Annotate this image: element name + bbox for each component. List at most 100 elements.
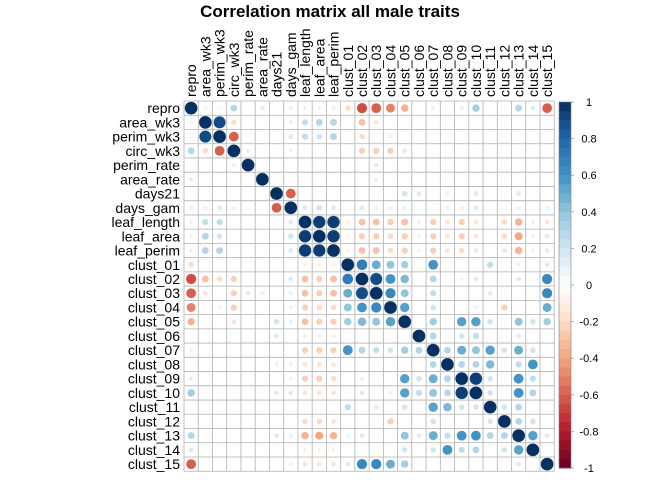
corr-circle-clust_03-leaf_area xyxy=(315,289,323,297)
corr-circle-repro-clust_01 xyxy=(344,105,351,112)
corr-circle-days21-clust_07 xyxy=(431,191,436,196)
colorbar-segment xyxy=(559,257,571,268)
corr-circle-repro-leaf_perim xyxy=(331,105,336,111)
corr-circle-clust_06-days21 xyxy=(273,333,280,339)
corr-circle-clust_13-leaf_area xyxy=(315,431,324,440)
corr-circle-clust_12-clust_10 xyxy=(473,419,478,424)
corr-circle-clust_08-clust_08 xyxy=(440,357,455,372)
corr-circle-area_rate-circ_wk3 xyxy=(231,177,236,182)
corr-circle-area_wk3-repro xyxy=(189,120,194,125)
corr-circle-clust_05-days_gam xyxy=(288,319,294,324)
corr-circle-area_wk3-perim_wk3 xyxy=(213,116,226,129)
colorbar-segment xyxy=(559,449,571,460)
corr-circle-clust_08-days_gam xyxy=(288,362,294,367)
corr-circle-clust_07-leaf_area xyxy=(315,346,323,354)
corr-circle-perim_wk3-area_wk3 xyxy=(199,130,212,143)
corr-circle-clust_13-leaf_length xyxy=(301,431,310,440)
corr-circle-circ_wk3-leaf_area xyxy=(317,148,322,153)
corr-circle-clust_07-perim_rate xyxy=(246,348,251,353)
corr-circle-leaf_area-perim_wk3 xyxy=(216,233,223,240)
corr-circle-clust_11-repro xyxy=(189,405,194,410)
corr-circle-circ_wk3-perim_wk3 xyxy=(214,145,225,157)
corr-circle-clust_01-days21 xyxy=(274,262,279,267)
corr-circle-clust_01-clust_09 xyxy=(459,262,464,267)
row-label-days_gam: days_gam xyxy=(115,200,180,216)
corr-circle-clust_05-perim_rate xyxy=(246,319,251,324)
corr-circle-clust_01-days_gam xyxy=(288,262,293,267)
corr-circle-clust_05-clust_13 xyxy=(514,317,523,326)
corr-circle-clust_03-circ_wk3 xyxy=(230,289,238,297)
corr-circle-clust_04-area_rate xyxy=(260,305,265,310)
corr-circle-clust_11-clust_02 xyxy=(360,405,364,410)
corr-circle-leaf_area-clust_08 xyxy=(444,233,451,239)
corr-circle-leaf_perim-clust_02 xyxy=(358,246,366,255)
corr-circle-area_wk3-clust_02 xyxy=(358,118,366,127)
column-labels: reproarea_wk3perim_wk3circ_wk3perim_rate… xyxy=(183,28,555,97)
colorbar-segment xyxy=(559,330,571,341)
corr-circle-clust_04-clust_12 xyxy=(500,304,508,311)
corr-circle-clust_03-clust_01 xyxy=(343,288,353,299)
col-label-clust_07: clust_07 xyxy=(425,45,441,97)
corr-circle-clust_12-leaf_length xyxy=(301,418,309,425)
corr-circle-clust_07-clust_10 xyxy=(471,345,481,355)
col-label-clust_12: clust_12 xyxy=(496,45,512,97)
corr-circle-leaf_length-clust_12 xyxy=(501,218,508,226)
corr-circle-clust_05-perim_wk3 xyxy=(217,319,222,324)
row-label-clust_15: clust_15 xyxy=(128,456,180,472)
corr-circle-clust_11-clust_03 xyxy=(373,404,379,410)
colorbar-segment xyxy=(559,266,571,277)
corr-circle-leaf_area-clust_05 xyxy=(401,232,409,240)
corr-circle-area_rate-area_wk3 xyxy=(203,177,208,182)
colorbar-segment xyxy=(559,239,571,249)
corr-circle-clust_05-clust_04 xyxy=(385,316,396,327)
corr-circle-days21-circ_wk3 xyxy=(231,191,236,196)
corr-circle-clust_10-area_rate xyxy=(260,390,265,395)
corr-circle-leaf_area-clust_09 xyxy=(458,232,466,240)
corr-circle-clust_04-days_gam xyxy=(288,305,294,310)
corr-circle-clust_08-clust_12 xyxy=(502,362,507,367)
corr-circle-clust_04-days21 xyxy=(274,305,279,310)
corr-circle-leaf_perim-clust_11 xyxy=(488,248,493,253)
corr-circle-clust_14-leaf_length xyxy=(302,447,308,453)
corr-circle-clust_09-leaf_length xyxy=(301,375,309,383)
corr-circle-circ_wk3-clust_01 xyxy=(345,148,350,153)
corr-circle-days_gam-clust_02 xyxy=(359,205,365,211)
corr-circle-circ_wk3-clust_06 xyxy=(417,148,421,153)
corr-circle-perim_wk3-area_rate xyxy=(260,134,265,139)
corr-circle-leaf_perim-clust_08 xyxy=(444,247,451,254)
corr-circle-days_gam-repro xyxy=(188,205,194,211)
corr-circle-repro-days21 xyxy=(274,106,279,111)
corr-circle-leaf_perim-clust_04 xyxy=(387,247,394,254)
corr-circle-clust_03-area_rate xyxy=(260,291,265,296)
corr-circle-repro-days_gam xyxy=(288,105,294,111)
corr-circle-clust_10-leaf_area xyxy=(316,390,322,396)
corr-circle-clust_09-clust_08 xyxy=(443,374,452,383)
corr-circle-circ_wk3-repro xyxy=(187,147,195,155)
colorbar-tick-label: 0.6 xyxy=(581,170,596,182)
corr-circle-leaf_area-clust_10 xyxy=(473,233,479,239)
corr-circle-clust_12-area_wk3 xyxy=(203,419,208,424)
corr-circle-clust_05-clust_06 xyxy=(417,319,421,324)
corr-circle-clust_07-leaf_length xyxy=(301,346,309,354)
colorbar-segment xyxy=(559,138,571,149)
corr-circle-leaf_area-repro xyxy=(188,234,194,239)
corr-circle-perim_rate-clust_11 xyxy=(488,163,493,168)
corr-circle-clust_09-days21 xyxy=(274,376,279,381)
colorbar-segment xyxy=(559,175,571,185)
corr-circle-clust_07-clust_03 xyxy=(372,346,380,354)
corr-circle-days_gam-perim_wk3 xyxy=(216,205,223,211)
corr-circle-clust_10-clust_02 xyxy=(359,390,365,396)
corr-circle-circ_wk3-clust_08 xyxy=(445,148,450,153)
corr-circle-clust_02-clust_02 xyxy=(355,272,369,286)
corr-circle-clust_01-clust_12 xyxy=(502,262,507,267)
corr-circle-area_wk3-circ_wk3 xyxy=(230,119,237,126)
corr-circle-leaf_perim-clust_01 xyxy=(345,248,350,253)
corr-circle-perim_wk3-circ_wk3 xyxy=(228,131,240,142)
corr-circle-clust_12-clust_13 xyxy=(514,417,523,426)
colorbar-segment xyxy=(559,211,571,222)
corr-circle-clust_14-perim_wk3 xyxy=(217,447,222,452)
corr-circle-clust_11-clust_10 xyxy=(472,404,479,411)
corr-circle-clust_07-clust_05 xyxy=(400,346,409,355)
corr-circle-leaf_perim-clust_07 xyxy=(429,247,437,254)
col-label-clust_13: clust_13 xyxy=(511,45,527,97)
